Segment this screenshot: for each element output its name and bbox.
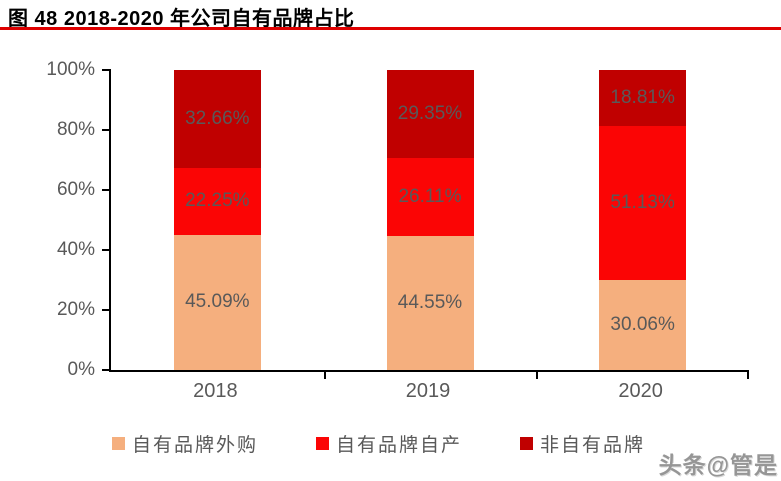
data-label: 30.06% <box>610 313 675 335</box>
bar-segment-2018-series2 <box>173 167 261 235</box>
legend-swatch-icon <box>112 437 125 450</box>
data-label: 45.09% <box>185 291 250 313</box>
legend-label: 自有品牌自产 <box>336 435 463 456</box>
bar-segment-2019-series3 <box>386 69 474 159</box>
bar-segment-2020-series2 <box>599 126 687 280</box>
y-tick-label: 100% <box>46 59 95 80</box>
bar-segment-2020-series3 <box>599 70 687 127</box>
bar-segment-2018-series3 <box>173 70 261 168</box>
y-tick-mark <box>102 69 111 71</box>
x-tick-mark <box>747 370 749 379</box>
y-tick-mark <box>102 309 111 311</box>
x-tick-mark <box>323 370 326 379</box>
x-tick-label: 2018 <box>193 380 238 402</box>
legend-swatch-icon <box>520 437 534 450</box>
y-tick-mark <box>102 129 111 131</box>
y-tick-mark <box>102 249 111 251</box>
data-label: 26.11% <box>398 186 462 208</box>
y-tick-mark <box>102 369 111 371</box>
data-label: 29.35% <box>397 103 463 124</box>
figure-title: 图 48 2018-2020 年公司自有品牌占比 <box>8 8 355 30</box>
x-tick-mark <box>536 370 539 379</box>
data-label: 22.25% <box>185 190 250 212</box>
data-label: 44.55% <box>397 292 463 314</box>
legend-label: 非自有品牌 <box>540 435 646 456</box>
x-tick-label: 2020 <box>618 380 663 402</box>
plot-area: 45.09% 22.25% 32.66% 44.55% 26.11% 29.35% 30.0… <box>102 69 749 379</box>
legend-item-series2: 自有品牌自产 <box>316 430 462 457</box>
y-tick-label: 80% <box>56 119 95 140</box>
legend-item-series3: 非自有品牌 <box>520 430 645 457</box>
title-underline <box>0 27 781 30</box>
y-axis-labels: 0% 20% 40% 60% 80% 100% <box>0 59 95 380</box>
legend-swatch-icon <box>316 437 330 450</box>
bar-segment-2019-series2 <box>386 158 474 237</box>
chart-legend: 自有品牌外购 自有品牌自产 非自有品牌 <box>112 430 645 457</box>
data-label: 18.81% <box>610 87 675 109</box>
x-axis-labels: 2018 2019 2020 <box>109 378 747 404</box>
y-tick-label: 40% <box>56 239 95 260</box>
bar-segment-2018-series1 <box>173 234 261 370</box>
y-tick-label: 20% <box>56 299 95 320</box>
y-tick-label: 60% <box>56 179 95 200</box>
legend-item-series1: 自有品牌外购 <box>112 430 258 457</box>
x-tick-label: 2019 <box>405 380 451 402</box>
data-label: 51.13% <box>610 192 675 214</box>
legend-label: 自有品牌外购 <box>132 435 259 456</box>
watermark: 头条@管是 <box>658 452 778 478</box>
bar-segment-2020-series1 <box>599 279 687 370</box>
y-tick-mark <box>102 189 111 191</box>
bar-segment-2019-series1 <box>386 236 474 370</box>
data-label: 32.66% <box>185 108 250 129</box>
y-tick-label: 0% <box>67 359 95 380</box>
